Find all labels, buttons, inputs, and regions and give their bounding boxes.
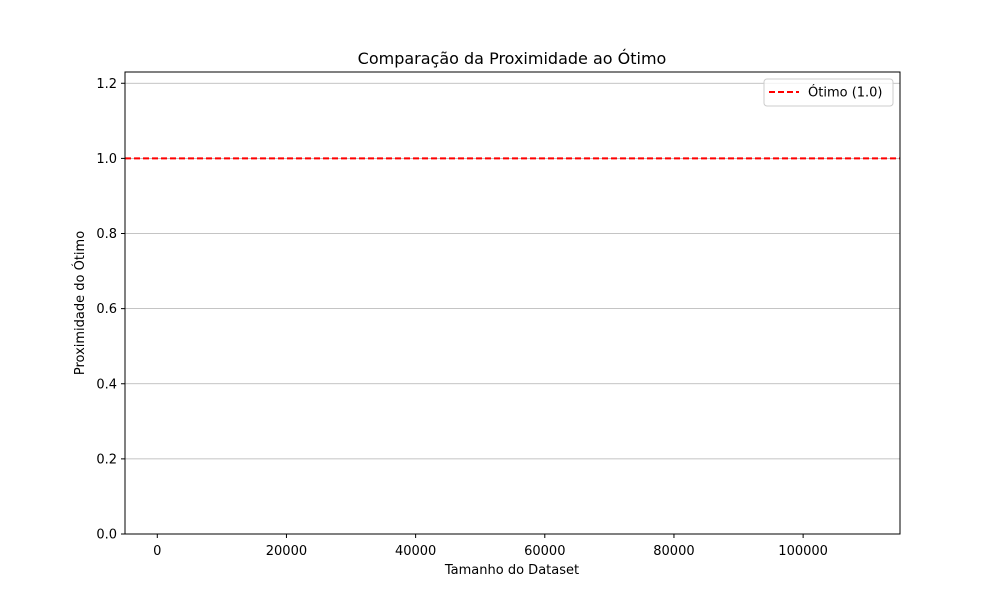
y-axis-ticks: 0.0 0.2 0.4 0.6 0.8 1.0 1.2 [96, 77, 125, 543]
y-tick-label: 0.2 [96, 452, 117, 467]
x-tick-label: 40000 [395, 544, 436, 559]
chart-title: Comparação da Proximidade ao Ótimo [358, 49, 667, 68]
x-tick-label: 80000 [653, 544, 694, 559]
y-tick-label: 1.0 [96, 152, 117, 167]
y-tick-label: 1.2 [96, 77, 117, 92]
y-tick-label: 0.6 [96, 302, 117, 317]
x-axis-ticks: 0 20000 40000 60000 80000 100000 [153, 534, 828, 559]
x-axis-title: Tamanho do Dataset [444, 563, 579, 578]
x-tick-label: 20000 [266, 544, 307, 559]
legend-label-optimal: Ótimo (1.0) [808, 85, 883, 101]
y-tick-label: 0.4 [96, 377, 117, 392]
y-tick-label: 0.0 [96, 528, 117, 543]
legend-box [763, 78, 894, 107]
plot-frame [124, 71, 901, 535]
legend: Ótimo (1.0) [763, 78, 894, 107]
gridlines [125, 82, 900, 535]
x-tick-label: 60000 [524, 544, 565, 559]
x-tick-label: 0 [153, 544, 161, 559]
y-axis-title: Proximidade do Ótimo [72, 231, 88, 375]
y-tick-label: 0.8 [96, 227, 117, 242]
x-tick-label: 100000 [778, 544, 828, 559]
